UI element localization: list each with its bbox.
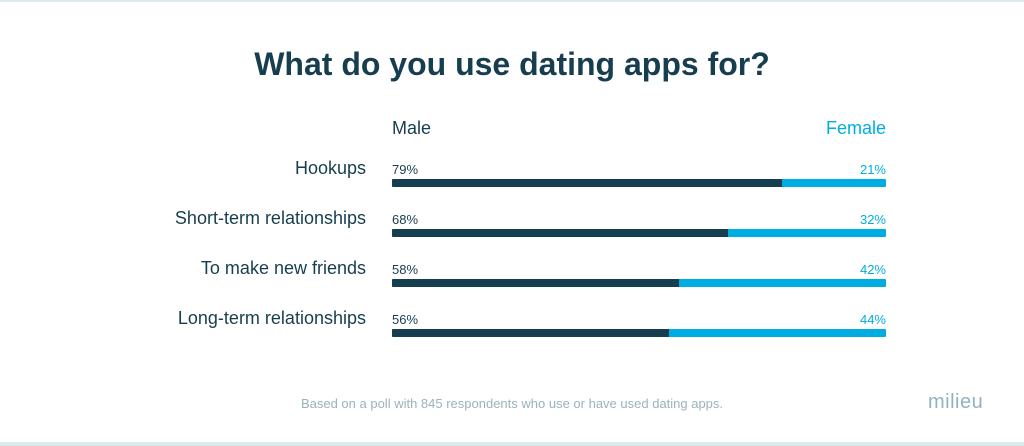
male-bar	[392, 279, 679, 287]
female-value-label: 32%	[859, 212, 886, 227]
female-value-label: 21%	[859, 162, 886, 177]
chart-row: Long-term relationships 56% 44%	[0, 308, 1024, 348]
legend-male: Male	[392, 118, 432, 138]
male-value-label: 58%	[392, 262, 419, 277]
female-bar	[392, 229, 886, 237]
chart-row: Hookups 79% 21%	[0, 158, 1024, 198]
male-bar	[392, 229, 728, 237]
female-value-label: 44%	[859, 312, 886, 327]
legend-female: Female	[825, 118, 886, 138]
chart-row: Short-term relationships 68% 32%	[0, 208, 1024, 248]
category-label: To make new friends	[200, 258, 366, 278]
category-label: Hookups	[294, 158, 366, 178]
male-bar	[392, 179, 783, 187]
female-value-label: 42%	[859, 262, 886, 277]
male-value-label: 56%	[392, 312, 419, 327]
chart-title: What do you use dating apps for?	[254, 46, 770, 82]
female-bar	[392, 329, 886, 337]
top-border	[0, 0, 1024, 2]
footnote: Based on a poll with 845 respondents who…	[300, 396, 724, 411]
chart-row: To make new friends 58% 42%	[0, 258, 1024, 298]
female-bar	[392, 279, 886, 287]
female-bar	[392, 179, 886, 187]
male-value-label: 68%	[392, 212, 419, 227]
category-label: Long-term relationships	[177, 308, 366, 328]
male-value-label: 79%	[392, 162, 419, 177]
category-label: Short-term relationships	[174, 208, 366, 228]
milieu-logo: milieu	[928, 391, 984, 413]
male-bar	[392, 329, 669, 337]
bottom-border	[0, 442, 1024, 446]
